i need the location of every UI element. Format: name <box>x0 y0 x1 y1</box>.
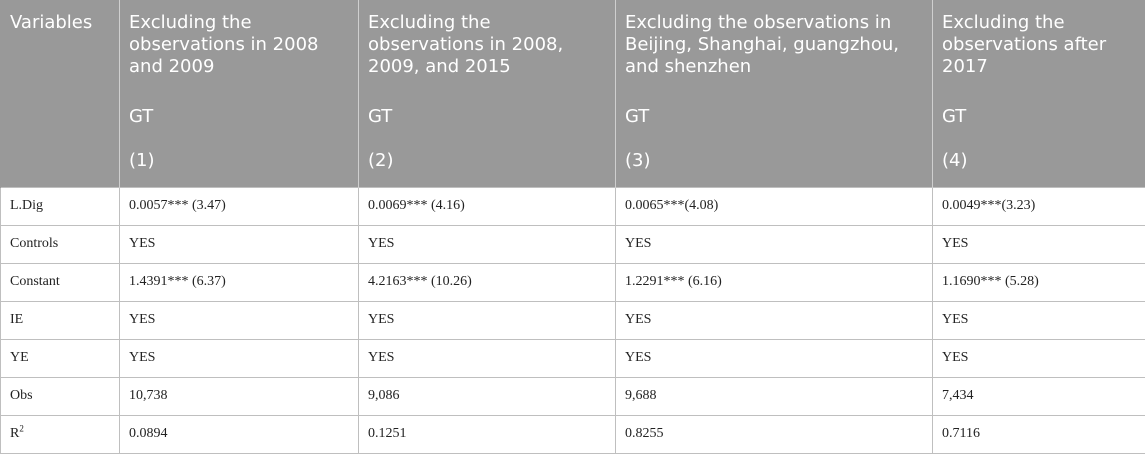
table-cell: 9,688 <box>615 376 933 416</box>
header-col-2: Excluding the observations in 2008, 2009… <box>358 0 616 96</box>
dependent-col-4: GT <box>932 96 1145 140</box>
number-col-3: (3) <box>615 140 933 187</box>
table-cell: YES <box>615 300 933 340</box>
table-cell: YES <box>615 338 933 378</box>
table-cell: YES <box>615 224 933 264</box>
table-row: YE YES YES YES YES <box>0 338 1145 378</box>
header-row-dependent: GT GT GT GT <box>0 96 1145 140</box>
table-cell: YES <box>119 338 359 378</box>
table-cell: YES <box>932 300 1145 340</box>
header-col-3: Excluding the observations in Beijing, S… <box>615 0 933 96</box>
table-cell: YES <box>932 224 1145 264</box>
header-empty-cell <box>0 140 120 187</box>
number-col-1: (1) <box>119 140 359 187</box>
row-label: Obs <box>0 376 120 416</box>
row-label: IE <box>0 300 120 340</box>
table-cell: 0.0057*** (3.47) <box>119 186 359 226</box>
table-cell: 7,434 <box>932 376 1145 416</box>
row-label: Controls <box>0 224 120 264</box>
row-label: YE <box>0 338 120 378</box>
header-variables: Variables <box>0 0 120 96</box>
table-header: Variables Excluding the observations in … <box>0 0 1145 187</box>
table-cell: 9,086 <box>358 376 616 416</box>
table-row: Obs 10,738 9,086 9,688 7,434 <box>0 376 1145 416</box>
table-cell: YES <box>119 224 359 264</box>
row-label-base: R <box>10 426 20 441</box>
table-cell: 4.2163*** (10.26) <box>358 262 616 302</box>
table-row: Controls YES YES YES YES <box>0 224 1145 264</box>
header-col-4: Excluding the observations after 2017 <box>932 0 1145 96</box>
number-col-4: (4) <box>932 140 1145 187</box>
table-cell: YES <box>358 224 616 264</box>
table-row: IE YES YES YES YES <box>0 300 1145 340</box>
header-empty-cell <box>0 96 120 140</box>
table-cell: 0.7116 <box>932 414 1145 454</box>
table-cell: YES <box>932 338 1145 378</box>
table-body: L.Dig 0.0057*** (3.47) 0.0069*** (4.16) … <box>0 186 1145 454</box>
table-cell: 0.1251 <box>358 414 616 454</box>
table-cell: 0.0894 <box>119 414 359 454</box>
header-row-titles: Variables Excluding the observations in … <box>0 0 1145 96</box>
row-label-superscript: 2 <box>19 423 24 434</box>
row-label: R2 <box>0 414 120 454</box>
table-cell: 0.0049***(3.23) <box>932 186 1145 226</box>
table-cell: 0.8255 <box>615 414 933 454</box>
table-cell: 0.0069*** (4.16) <box>358 186 616 226</box>
row-label: Constant <box>0 262 120 302</box>
table-cell: 0.0065***(4.08) <box>615 186 933 226</box>
table-cell: YES <box>358 338 616 378</box>
dependent-col-2: GT <box>358 96 616 140</box>
table-cell: 1.1690*** (5.28) <box>932 262 1145 302</box>
table-row: R2 0.0894 0.1251 0.8255 0.7116 <box>0 414 1145 454</box>
number-col-2: (2) <box>358 140 616 187</box>
header-row-numbers: (1) (2) (3) (4) <box>0 140 1145 187</box>
header-col-1: Excluding the observations in 2008 and 2… <box>119 0 359 96</box>
dependent-col-3: GT <box>615 96 933 140</box>
row-label: L.Dig <box>0 186 120 226</box>
table-cell: 1.2291*** (6.16) <box>615 262 933 302</box>
table-cell: YES <box>358 300 616 340</box>
table-cell: 10,738 <box>119 376 359 416</box>
table-row: Constant 1.4391*** (6.37) 4.2163*** (10.… <box>0 262 1145 302</box>
table-cell: YES <box>119 300 359 340</box>
dependent-col-1: GT <box>119 96 359 140</box>
table-row: L.Dig 0.0057*** (3.47) 0.0069*** (4.16) … <box>0 186 1145 226</box>
table-cell: 1.4391*** (6.37) <box>119 262 359 302</box>
